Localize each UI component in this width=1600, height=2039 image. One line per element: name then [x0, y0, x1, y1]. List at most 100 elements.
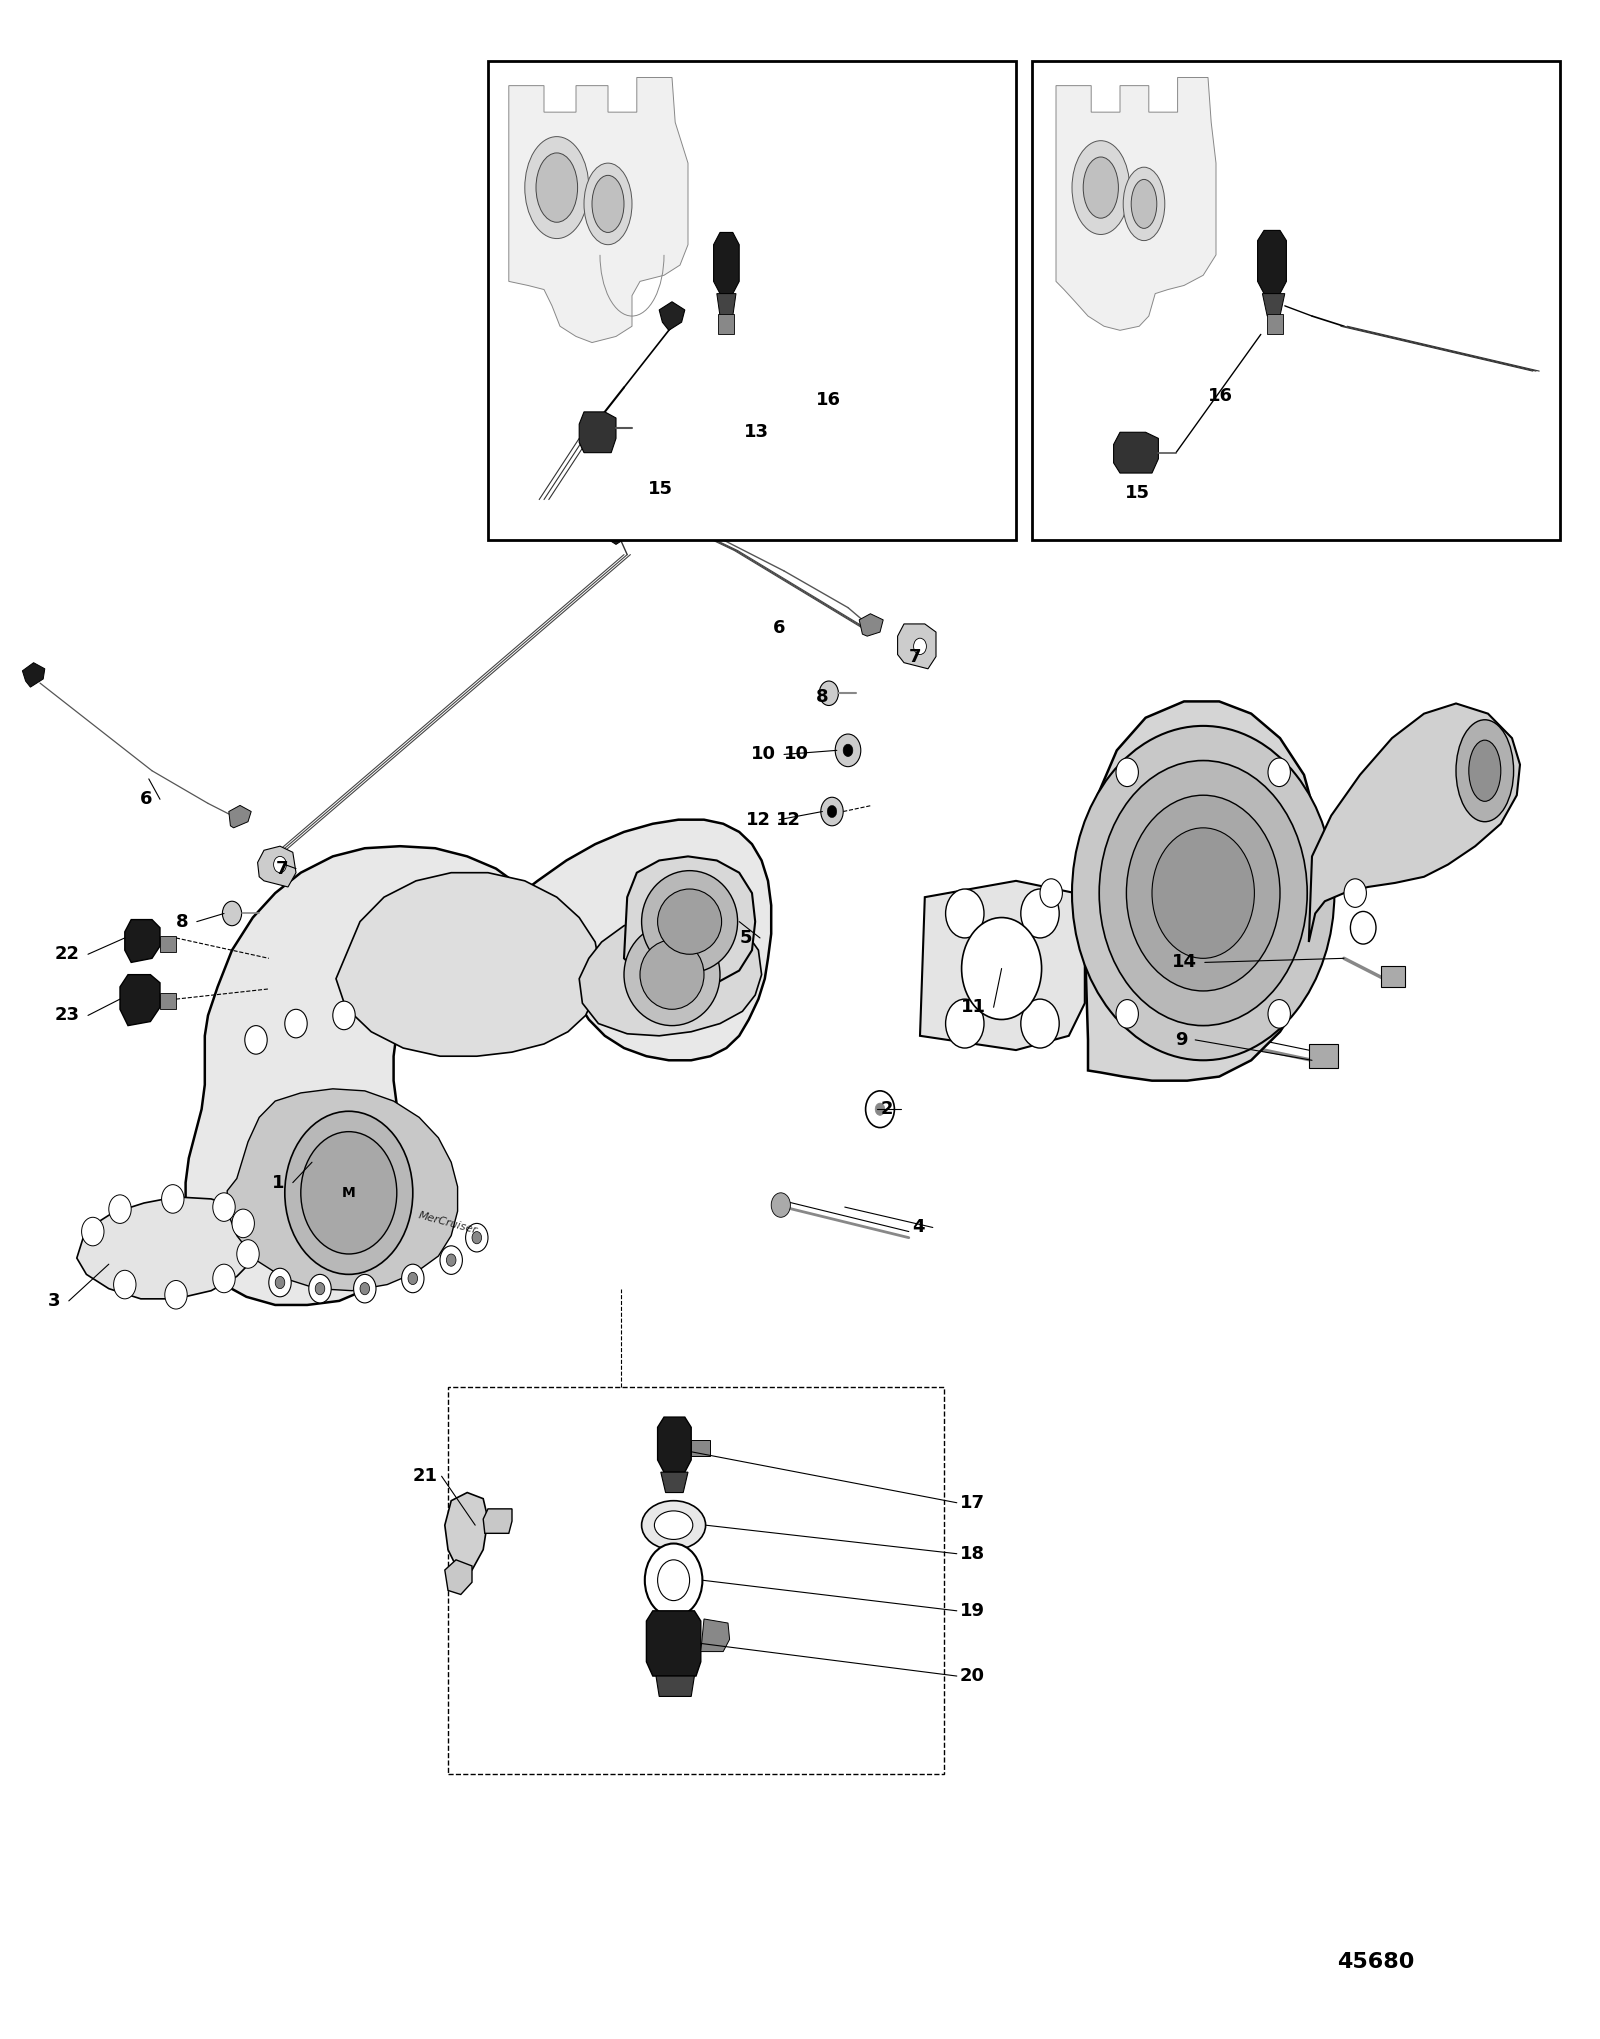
Text: 16: 16 — [816, 391, 842, 408]
Text: 21: 21 — [413, 1468, 438, 1484]
Circle shape — [645, 1544, 702, 1617]
Polygon shape — [1048, 82, 1552, 530]
Circle shape — [402, 1264, 424, 1293]
Bar — [1267, 314, 1283, 334]
Ellipse shape — [584, 163, 632, 245]
Circle shape — [1117, 759, 1139, 787]
Polygon shape — [125, 920, 160, 962]
Polygon shape — [120, 975, 160, 1026]
Circle shape — [1099, 761, 1307, 1026]
Ellipse shape — [1072, 141, 1130, 234]
Circle shape — [946, 999, 984, 1048]
Text: MerCruiser: MerCruiser — [418, 1211, 478, 1236]
Text: 9: 9 — [1174, 1032, 1187, 1048]
Text: 5: 5 — [739, 930, 752, 946]
Text: 12: 12 — [746, 812, 771, 828]
Circle shape — [165, 1280, 187, 1309]
Circle shape — [1021, 889, 1059, 938]
Text: 22: 22 — [54, 946, 80, 962]
Polygon shape — [445, 1560, 472, 1594]
Polygon shape — [336, 873, 600, 1056]
Circle shape — [309, 1274, 331, 1303]
Circle shape — [866, 1091, 894, 1128]
Circle shape — [285, 1111, 413, 1274]
Circle shape — [114, 1270, 136, 1299]
Bar — [691, 1440, 710, 1456]
Text: 10: 10 — [784, 746, 810, 763]
Text: 1: 1 — [272, 1174, 285, 1191]
Text: 23: 23 — [54, 1007, 80, 1024]
Text: 16: 16 — [1208, 387, 1234, 404]
Circle shape — [1040, 879, 1062, 907]
Circle shape — [658, 1560, 690, 1601]
Circle shape — [315, 1283, 325, 1295]
Bar — [488, 61, 1016, 540]
Text: 15: 15 — [648, 481, 674, 498]
Circle shape — [1350, 911, 1376, 944]
Text: 45680: 45680 — [1338, 1951, 1414, 1972]
Polygon shape — [624, 856, 755, 987]
Polygon shape — [656, 1676, 694, 1696]
Polygon shape — [1085, 701, 1320, 1081]
Text: 8: 8 — [816, 689, 829, 705]
Text: 15: 15 — [1125, 485, 1150, 502]
Polygon shape — [658, 1417, 691, 1472]
Text: 3: 3 — [48, 1293, 61, 1309]
Polygon shape — [717, 294, 736, 316]
Text: 6: 6 — [773, 620, 786, 636]
Text: 7: 7 — [909, 648, 922, 665]
Polygon shape — [258, 846, 296, 887]
Polygon shape — [227, 1089, 458, 1291]
Ellipse shape — [642, 871, 738, 973]
Circle shape — [1152, 828, 1254, 958]
Ellipse shape — [1469, 740, 1501, 801]
Circle shape — [109, 1195, 131, 1223]
Circle shape — [408, 1272, 418, 1285]
Bar — [718, 314, 734, 334]
Polygon shape — [186, 820, 771, 1305]
Polygon shape — [22, 663, 45, 687]
Circle shape — [360, 1283, 370, 1295]
Polygon shape — [1114, 432, 1158, 473]
Text: 17: 17 — [960, 1495, 986, 1511]
Circle shape — [843, 744, 853, 756]
Polygon shape — [445, 1493, 488, 1574]
Circle shape — [285, 1009, 307, 1038]
Circle shape — [771, 1193, 790, 1217]
Polygon shape — [504, 82, 784, 530]
Circle shape — [440, 1246, 462, 1274]
Bar — [448, 1387, 944, 1774]
Circle shape — [275, 1276, 285, 1289]
Circle shape — [1126, 795, 1280, 991]
Text: 11: 11 — [960, 999, 986, 1015]
Polygon shape — [646, 1611, 701, 1676]
Ellipse shape — [525, 137, 589, 239]
Text: 2: 2 — [880, 1101, 893, 1117]
Polygon shape — [1056, 77, 1216, 330]
Circle shape — [232, 1209, 254, 1238]
Bar — [1309, 1044, 1338, 1068]
Circle shape — [162, 1185, 184, 1213]
Polygon shape — [509, 77, 688, 343]
Circle shape — [222, 901, 242, 926]
Text: 19: 19 — [960, 1603, 986, 1619]
Polygon shape — [688, 508, 712, 534]
Circle shape — [1115, 999, 1138, 1028]
Circle shape — [82, 1217, 104, 1246]
Ellipse shape — [640, 940, 704, 1009]
Circle shape — [354, 1274, 376, 1303]
Text: M: M — [342, 1187, 355, 1199]
Bar — [160, 993, 176, 1009]
Circle shape — [914, 638, 926, 655]
Ellipse shape — [1083, 157, 1118, 218]
Circle shape — [213, 1193, 235, 1221]
Ellipse shape — [1456, 720, 1514, 822]
Ellipse shape — [1131, 179, 1157, 228]
Polygon shape — [229, 805, 251, 828]
Text: 10: 10 — [750, 746, 776, 763]
Text: 8: 8 — [176, 913, 189, 930]
Text: 6: 6 — [139, 791, 152, 807]
Polygon shape — [859, 614, 883, 636]
Bar — [1381, 966, 1405, 987]
Polygon shape — [579, 913, 762, 1036]
